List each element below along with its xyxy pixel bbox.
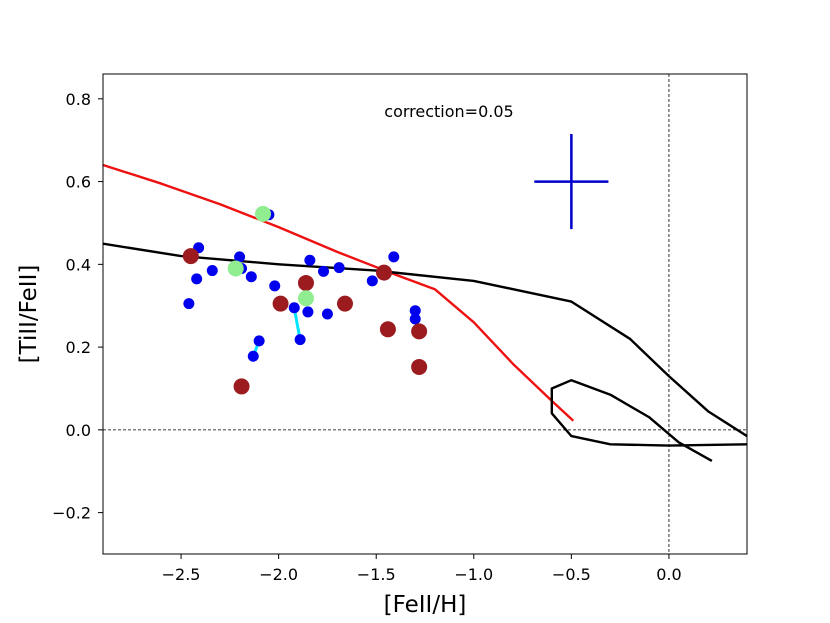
data-point-dark-red xyxy=(379,321,396,338)
data-point-light-green xyxy=(227,260,244,277)
data-point-blue xyxy=(288,302,300,314)
data-point-light-green xyxy=(297,290,314,307)
data-point-dark-red xyxy=(376,264,393,281)
y-axis-ticks: −0.2 0.0 0.2 0.4 0.6 0.8 xyxy=(52,90,103,523)
x-axis-label: [FeII/H] xyxy=(384,592,467,618)
data-point-dark-red xyxy=(233,378,250,395)
data-point-blue xyxy=(409,313,421,325)
y-tick-label: 0.0 xyxy=(66,421,91,440)
data-point-blue xyxy=(294,334,306,346)
data-point-blue xyxy=(318,265,330,277)
x-tick-label: 0.0 xyxy=(656,565,681,584)
data-point-dark-red xyxy=(336,295,353,312)
x-tick-label: −1.5 xyxy=(357,565,396,584)
data-point-blue xyxy=(388,251,400,263)
y-tick-label: 0.8 xyxy=(66,90,91,109)
y-tick-label: −0.2 xyxy=(52,504,91,523)
model-curve-1 xyxy=(103,163,575,422)
y-tick-label: 0.4 xyxy=(66,255,91,274)
x-axis-ticks: −2.5 −2.0 −1.5 −1.0 −0.5 0.0 xyxy=(162,554,682,584)
reference-lines xyxy=(103,74,747,554)
data-point-blue xyxy=(409,305,421,317)
data-point-dark-red xyxy=(411,323,428,340)
model-curve-2 xyxy=(103,242,747,438)
data-point-blue xyxy=(206,265,218,277)
data-point-blue xyxy=(321,308,333,320)
data-point-blue xyxy=(191,273,203,285)
x-tick-label: −2.5 xyxy=(162,565,201,584)
model-curves xyxy=(103,163,747,462)
annotation-text: correction=0.05 xyxy=(384,102,513,121)
data-point-blue xyxy=(333,262,345,274)
model-curve-3 xyxy=(550,379,747,462)
y-axis-label: [TiII/FeII] xyxy=(16,265,42,364)
data-point-blue xyxy=(304,254,316,266)
connector-lines xyxy=(251,307,302,357)
x-tick-label: −2.0 xyxy=(259,565,298,584)
data-points xyxy=(182,205,428,395)
error-bar xyxy=(534,134,609,230)
y-tick-label: 0.2 xyxy=(66,338,91,357)
data-point-blue xyxy=(253,335,265,347)
data-point-light-green xyxy=(255,205,272,222)
plot-frame xyxy=(102,73,748,555)
data-point-blue xyxy=(366,275,378,287)
x-tick-label: −1.0 xyxy=(454,565,493,584)
data-point-blue xyxy=(247,350,259,362)
data-point-blue xyxy=(183,298,195,310)
y-tick-label: 0.6 xyxy=(66,173,91,192)
data-point-blue xyxy=(269,280,281,292)
x-tick-label: −0.5 xyxy=(552,565,591,584)
data-point-dark-red xyxy=(411,358,428,375)
data-point-dark-red xyxy=(297,274,314,291)
data-point-blue xyxy=(245,271,257,283)
data-point-dark-red xyxy=(272,295,289,312)
data-point-blue xyxy=(302,306,314,318)
data-point-blue xyxy=(234,251,246,263)
data-point-dark-red xyxy=(182,248,199,265)
